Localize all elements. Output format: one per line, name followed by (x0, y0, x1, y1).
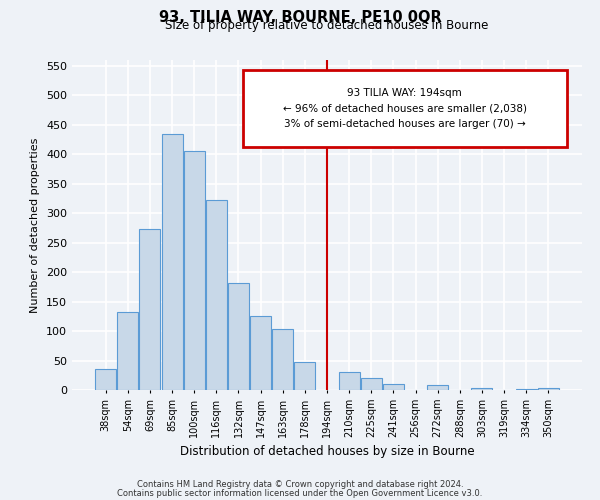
Bar (118, 312, 139, 390)
Bar (228, 283, 249, 390)
Bar (272, 330, 293, 390)
Bar (161, 134, 182, 390)
Bar (361, 378, 382, 390)
Text: Contains HM Land Registry data © Crown copyright and database right 2024.: Contains HM Land Registry data © Crown c… (137, 480, 463, 489)
Bar (538, 388, 559, 390)
Bar (427, 386, 448, 390)
Bar (515, 389, 536, 390)
Bar (295, 362, 316, 390)
Bar (383, 384, 404, 390)
Bar (250, 316, 271, 390)
Bar (472, 388, 493, 390)
Title: Size of property relative to detached houses in Bourne: Size of property relative to detached ho… (166, 20, 488, 32)
Text: 93 TILIA WAY: 194sqm
← 96% of detached houses are smaller (2,038)
3% of semi-det: 93 TILIA WAY: 194sqm ← 96% of detached h… (283, 88, 527, 130)
Bar (139, 228, 160, 390)
FancyBboxPatch shape (243, 70, 567, 148)
X-axis label: Distribution of detached houses by size in Bourne: Distribution of detached houses by size … (179, 446, 475, 458)
Y-axis label: Number of detached properties: Number of detached properties (31, 138, 40, 312)
Bar (184, 152, 205, 390)
Bar (206, 200, 227, 390)
Bar (338, 372, 359, 390)
Text: 93, TILIA WAY, BOURNE, PE10 0QR: 93, TILIA WAY, BOURNE, PE10 0QR (158, 10, 442, 25)
Text: Contains public sector information licensed under the Open Government Licence v3: Contains public sector information licen… (118, 488, 482, 498)
Bar (95, 370, 116, 390)
